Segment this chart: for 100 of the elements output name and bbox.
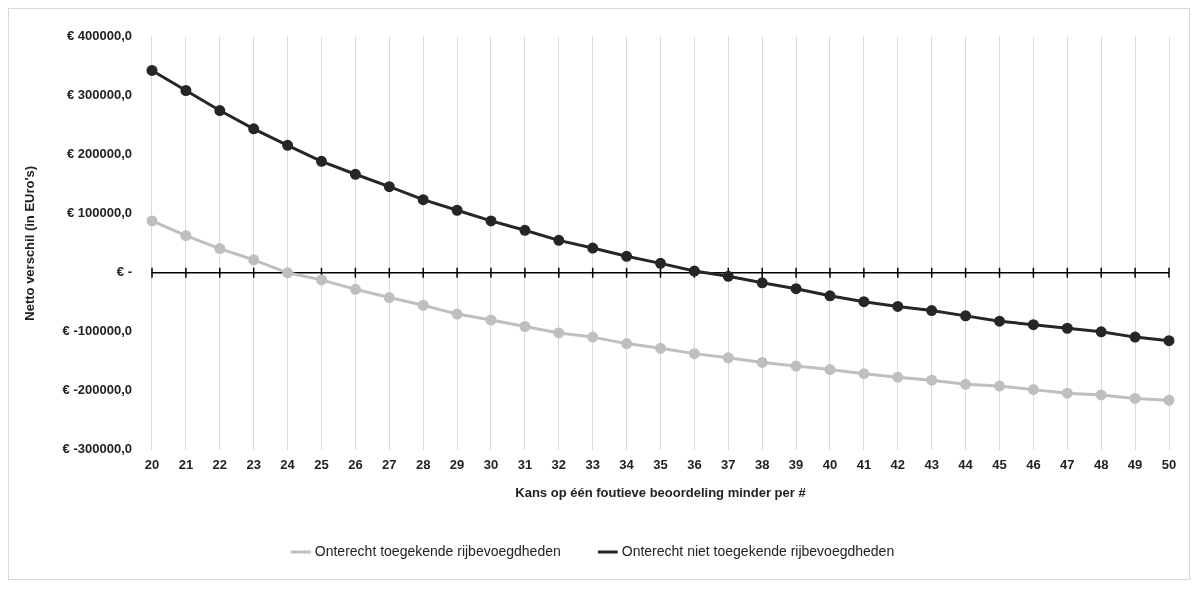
x-tick-label: 30	[483, 457, 499, 473]
point	[790, 283, 802, 295]
x-tick-label: 50	[1161, 457, 1177, 473]
point	[722, 352, 734, 364]
y-tick-label: € -100000,0	[62, 323, 132, 339]
x-tick-label: 21	[178, 457, 194, 473]
point	[688, 348, 700, 360]
point	[926, 374, 938, 386]
point	[451, 204, 463, 216]
x-tick-label: 27	[382, 457, 397, 473]
y-tick-label: € 200000,0	[66, 146, 132, 162]
point	[1095, 389, 1107, 401]
x-axis-title: Kans op één foutieve beoordeling minder per #	[515, 484, 807, 500]
point	[892, 300, 904, 312]
point	[1027, 384, 1039, 396]
point	[315, 274, 327, 286]
point	[790, 360, 802, 372]
point	[180, 84, 192, 96]
point	[349, 283, 361, 295]
point	[858, 368, 870, 380]
point	[688, 265, 700, 277]
point	[485, 215, 497, 227]
x-tick-label: 31	[517, 457, 533, 473]
point	[994, 380, 1005, 392]
point	[282, 267, 294, 279]
point	[1061, 322, 1073, 334]
point	[282, 139, 294, 151]
y-tick-label: € 300000,0	[66, 87, 132, 103]
point	[1163, 335, 1175, 347]
point	[248, 254, 260, 266]
x-tick-label: 48	[1093, 457, 1109, 473]
x-tick-label: 42	[890, 457, 906, 473]
y-tick-label: € 400000,0	[66, 28, 132, 44]
x-tick-label: 33	[585, 457, 600, 473]
point	[451, 308, 463, 320]
point	[553, 327, 565, 339]
point	[960, 310, 972, 322]
x-tick-label: 47	[1060, 457, 1075, 473]
x-tick-label: 26	[348, 457, 363, 473]
x-tick-label: 38	[754, 457, 770, 473]
y-tick-label: € -	[116, 264, 132, 280]
point	[1061, 387, 1073, 399]
point	[214, 105, 226, 117]
point	[655, 342, 666, 354]
point	[315, 155, 327, 167]
x-tick-label: 44	[958, 457, 974, 473]
point	[621, 338, 633, 350]
x-tick-label: 40	[822, 457, 838, 473]
point	[960, 378, 972, 390]
x-tick-label: 43	[924, 457, 939, 473]
x-tick-label: 39	[788, 457, 804, 473]
x-tick-label: 36	[687, 457, 702, 473]
point	[858, 296, 870, 308]
point	[994, 315, 1005, 327]
point	[417, 299, 429, 311]
point	[824, 364, 836, 376]
point	[1129, 331, 1141, 343]
point	[892, 371, 904, 383]
legend-label: Onterecht toegekende rijbevoegdheden	[314, 542, 561, 559]
x-tick-label: 20	[144, 457, 160, 473]
point	[824, 290, 836, 302]
point	[383, 181, 395, 193]
point	[248, 123, 260, 135]
x-tick-label: 35	[653, 457, 668, 473]
point	[621, 250, 633, 262]
point	[485, 314, 497, 326]
point	[1163, 394, 1175, 406]
point	[146, 215, 158, 227]
legend-label: Onterecht niet toegekende rijbevoegdheden	[621, 542, 895, 559]
y-tick-label: € 100000,0	[66, 205, 132, 221]
x-tick-label: 49	[1127, 457, 1143, 473]
x-tick-label: 41	[856, 457, 872, 473]
y-tick-label: € -300000,0	[62, 441, 132, 457]
x-tick-label: 24	[280, 457, 296, 473]
x-tick-label: 28	[415, 457, 431, 473]
x-tick-label: 46	[1026, 457, 1041, 473]
x-tick-label: 29	[449, 457, 465, 473]
x-tick-label: 25	[314, 457, 329, 473]
point	[349, 168, 361, 180]
point	[1129, 392, 1141, 404]
point	[417, 194, 429, 206]
x-tick-label: 22	[212, 457, 228, 473]
y-axis-title: Netto verschil (in EUro's)	[22, 165, 38, 321]
point	[146, 64, 158, 76]
x-tick-label: 23	[246, 457, 261, 473]
point	[587, 331, 599, 343]
x-tick-label: 32	[551, 457, 567, 473]
point	[756, 356, 768, 368]
point	[180, 230, 192, 242]
point	[383, 292, 395, 304]
point	[926, 305, 938, 317]
point	[519, 224, 531, 236]
point	[1095, 326, 1107, 338]
x-tick-label: 37	[721, 457, 736, 473]
point	[587, 242, 599, 254]
point	[553, 234, 565, 246]
point	[214, 243, 226, 255]
point	[756, 277, 768, 289]
point	[519, 320, 531, 332]
point	[655, 257, 666, 269]
